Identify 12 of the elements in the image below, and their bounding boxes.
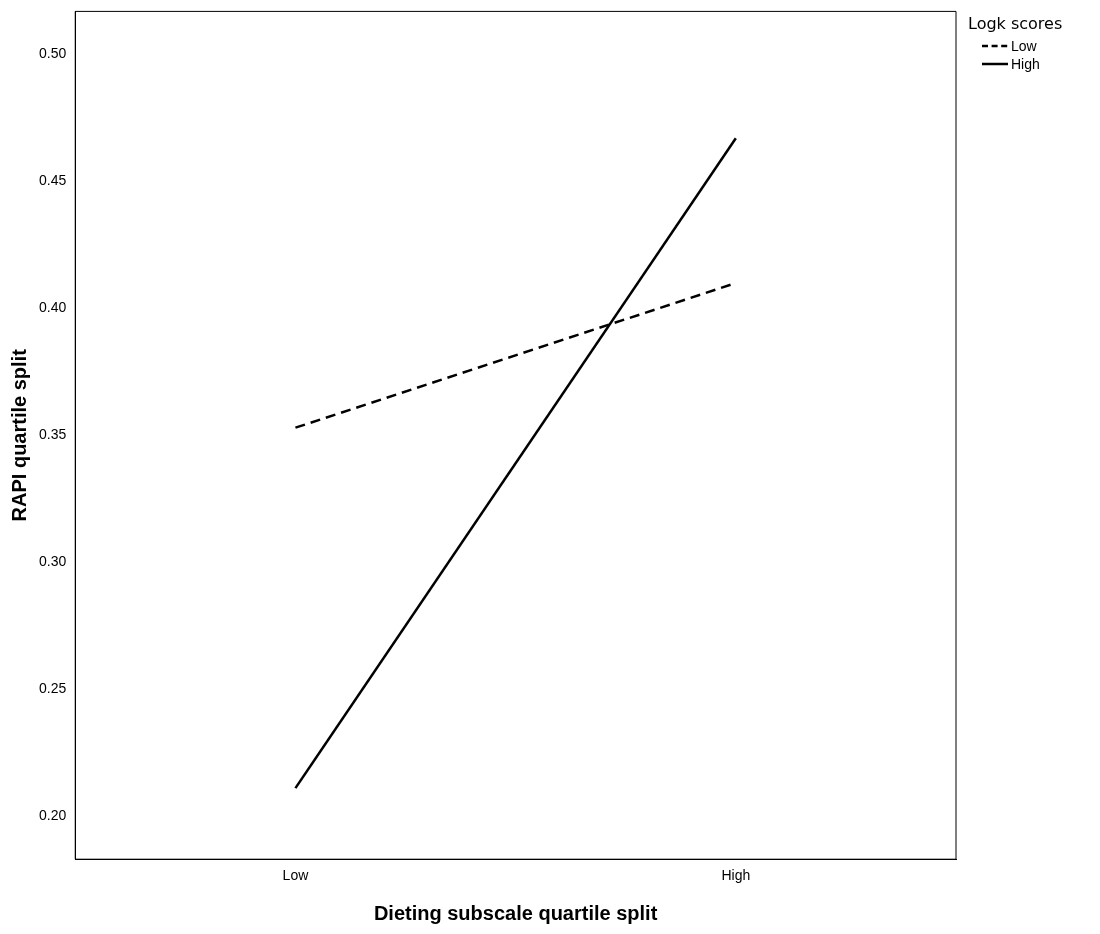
x-axis-title: Dieting subscale quartile split (373, 901, 658, 924)
legend-label: Low (1011, 38, 1037, 54)
y-tick-label: 0.25 (39, 679, 67, 696)
y-axis-title: RAPI quartile split (7, 348, 30, 522)
y-tick-label: 0.40 (39, 299, 67, 316)
y-tick-label: 0.20 (39, 806, 67, 823)
legend-label: High (1011, 56, 1040, 72)
y-tick-label: 0.45 (39, 172, 67, 189)
y-tick-label: 0.30 (39, 553, 67, 570)
legend-title: Logk scores (968, 14, 1063, 33)
y-tick-label: 0.50 (39, 45, 67, 62)
y-tick-label: 0.35 (39, 426, 67, 443)
